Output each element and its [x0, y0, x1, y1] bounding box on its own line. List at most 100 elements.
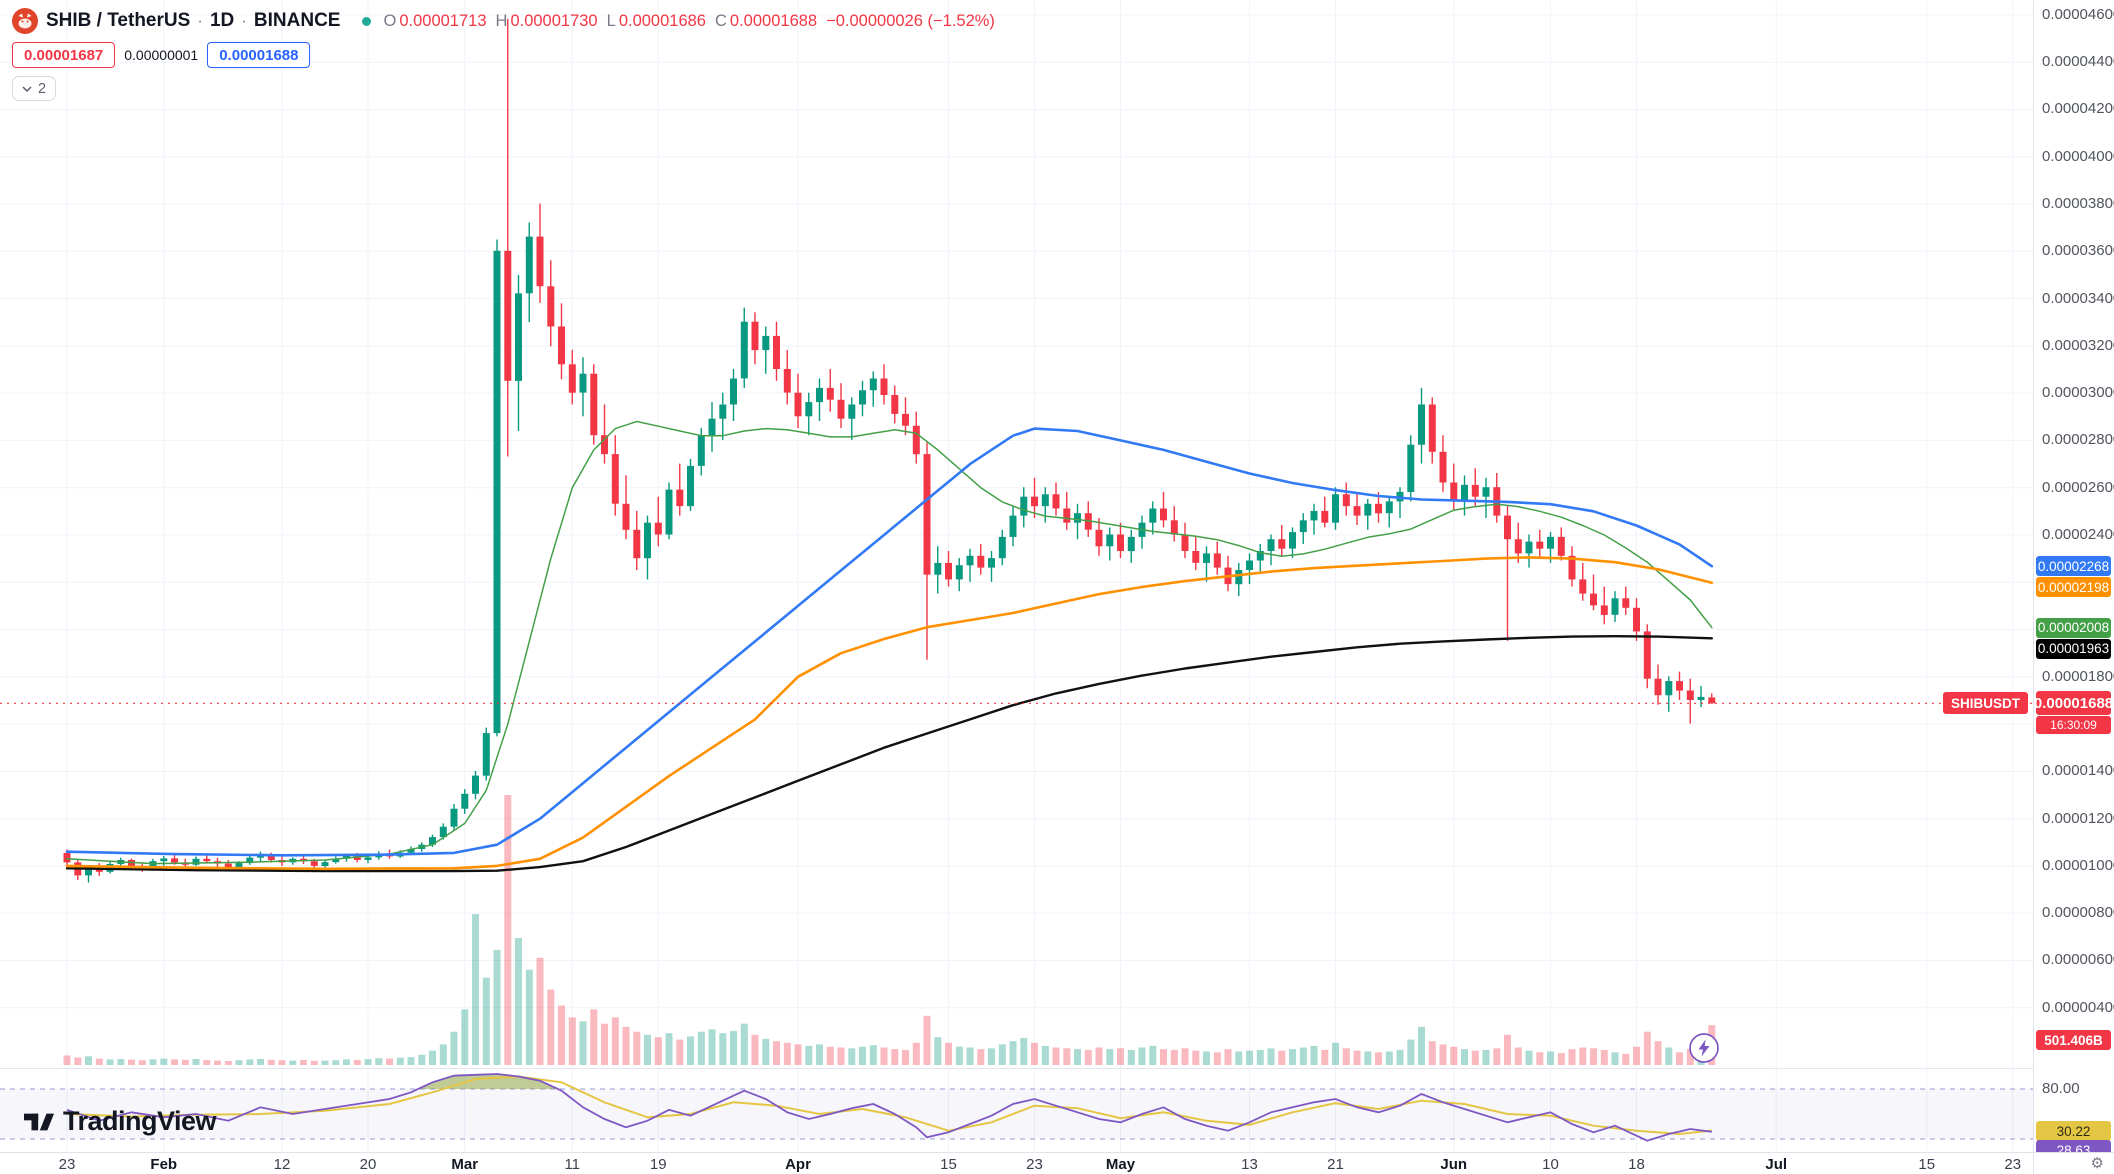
- settings-gear-icon[interactable]: ⚙: [2090, 1154, 2104, 1172]
- price-axis[interactable]: 0.00001688 16:30:09 501.406B 80.00 30.22…: [2033, 0, 2114, 1161]
- stoch-overbought-fill: [418, 1074, 558, 1089]
- candle-body: [1622, 598, 1630, 608]
- candle-body: [1246, 560, 1253, 570]
- volume-bar: [224, 1061, 232, 1065]
- volume-bar: [74, 1057, 82, 1065]
- candle-body: [880, 378, 888, 395]
- volume-bar: [1074, 1049, 1081, 1065]
- candle-body: [1385, 501, 1393, 514]
- stoch-band-fill: [0, 1089, 2033, 1139]
- volume-bar: [945, 1042, 952, 1065]
- volume-bar: [461, 1009, 469, 1065]
- hidden-indicator-count: 2: [38, 80, 47, 97]
- candle-body: [1514, 539, 1522, 554]
- volume-bar: [547, 989, 555, 1065]
- last-price-badge: 0.00001688: [2034, 691, 2113, 716]
- interval-label[interactable]: 1D: [209, 10, 235, 31]
- symbol-title[interactable]: SHIB / TetherUS: [46, 10, 191, 31]
- candle-body: [1536, 541, 1544, 549]
- volume-bar: [160, 1058, 168, 1065]
- candle-body: [762, 335, 770, 351]
- volume-bar: [1525, 1050, 1533, 1065]
- volume-bar: [171, 1059, 178, 1065]
- volume-bar: [1127, 1049, 1135, 1065]
- volume-bar: [429, 1050, 436, 1065]
- ohlc-label: C: [715, 11, 727, 30]
- time-tick-label: Jul: [1765, 1156, 1788, 1173]
- candle-body: [1471, 484, 1479, 497]
- ohlc-values: O 0.00001713 H 0.00001730 L 0.00001686 C 0.0000…: [383, 12, 817, 31]
- candle-body: [429, 837, 436, 845]
- price-tick-label: 0.00003000: [2042, 384, 2114, 402]
- volume-bar: [515, 938, 522, 1065]
- ma-price-badge: 0.00001963: [2036, 638, 2111, 659]
- symbol-logo-icon: [12, 8, 38, 34]
- candle-body: [665, 489, 673, 535]
- tradingview-logo[interactable]: TradingView: [24, 1106, 217, 1137]
- volume-bar: [1590, 1048, 1597, 1065]
- exchange-label[interactable]: BINANCE: [253, 10, 341, 31]
- candle-body: [773, 335, 780, 369]
- volume-bar: [891, 1049, 899, 1065]
- volume-bar: [1063, 1048, 1071, 1065]
- volume-bar: [1256, 1049, 1264, 1065]
- volume-bar: [934, 1037, 942, 1065]
- volume-bar: [1149, 1045, 1157, 1065]
- stoch-upper-band-label: 80.00: [2042, 1080, 2080, 1097]
- volume-bar: [450, 1031, 458, 1065]
- candle-body: [450, 808, 458, 827]
- candle-body: [1289, 532, 1296, 549]
- volume-bar: [396, 1057, 404, 1065]
- candle-body: [515, 293, 522, 381]
- volume-bar: [1267, 1048, 1275, 1065]
- volume-bar: [1041, 1045, 1049, 1065]
- candle-body: [1052, 494, 1060, 509]
- candle-body: [525, 236, 533, 294]
- candle-body: [224, 863, 232, 868]
- volume-bar: [128, 1059, 135, 1065]
- candle-body: [1353, 506, 1361, 516]
- volume-bar: [590, 1009, 598, 1065]
- price-tick-label: 0.00004600: [2042, 5, 2114, 23]
- candle-body: [160, 858, 168, 862]
- candle-body: [1590, 593, 1597, 606]
- volume-bar: [558, 1005, 565, 1065]
- candle-body: [1375, 503, 1382, 514]
- buy-button[interactable]: 0.00001688: [207, 42, 311, 68]
- volume-bar: [1482, 1049, 1490, 1065]
- candle-body: [1192, 551, 1200, 563]
- pane-separator[interactable]: [0, 1068, 2033, 1069]
- candle-body: [869, 378, 877, 391]
- candle-body: [977, 555, 985, 568]
- collapse-indicators-button[interactable]: 2: [12, 76, 57, 101]
- volume-bar: [740, 1023, 748, 1065]
- volume-bar: [192, 1059, 200, 1065]
- volume-bar: [708, 1029, 716, 1065]
- time-tick-label: 19: [649, 1156, 667, 1173]
- candle-body: [461, 793, 469, 809]
- quick-trade-lightning-icon[interactable]: [1688, 1032, 1720, 1064]
- lightning-bolt-glyph: [1689, 1033, 1719, 1063]
- chart-surface[interactable]: [0, 0, 2033, 1152]
- volume-bar: [611, 1017, 619, 1065]
- candle-body: [1600, 605, 1608, 615]
- bar-countdown-badge: 16:30:09: [2036, 716, 2111, 735]
- volume-bar: [1450, 1046, 1458, 1065]
- candle-body: [1633, 607, 1640, 632]
- volume-bar: [310, 1060, 318, 1065]
- volume-bar: [955, 1046, 963, 1065]
- candle-body: [149, 861, 157, 869]
- volume-bar: [1224, 1049, 1232, 1065]
- candle-body: [1676, 681, 1683, 691]
- sell-button[interactable]: 0.00001687: [12, 42, 116, 68]
- volume-bar: [375, 1058, 383, 1065]
- candle-body: [633, 529, 641, 559]
- volume-bar: [138, 1060, 146, 1065]
- volume-bar: [353, 1059, 361, 1065]
- time-tick-label: 20: [359, 1156, 377, 1173]
- volume-bar: [267, 1059, 275, 1065]
- time-axis[interactable]: 23 Feb 12 20 Mar 11 19 Apr 15 23 May 13 21 Jun 10 18 Jul…: [0, 1152, 2033, 1174]
- volume-bar: [1686, 1049, 1694, 1065]
- volume-bar: [848, 1048, 856, 1065]
- candle-body: [751, 321, 759, 351]
